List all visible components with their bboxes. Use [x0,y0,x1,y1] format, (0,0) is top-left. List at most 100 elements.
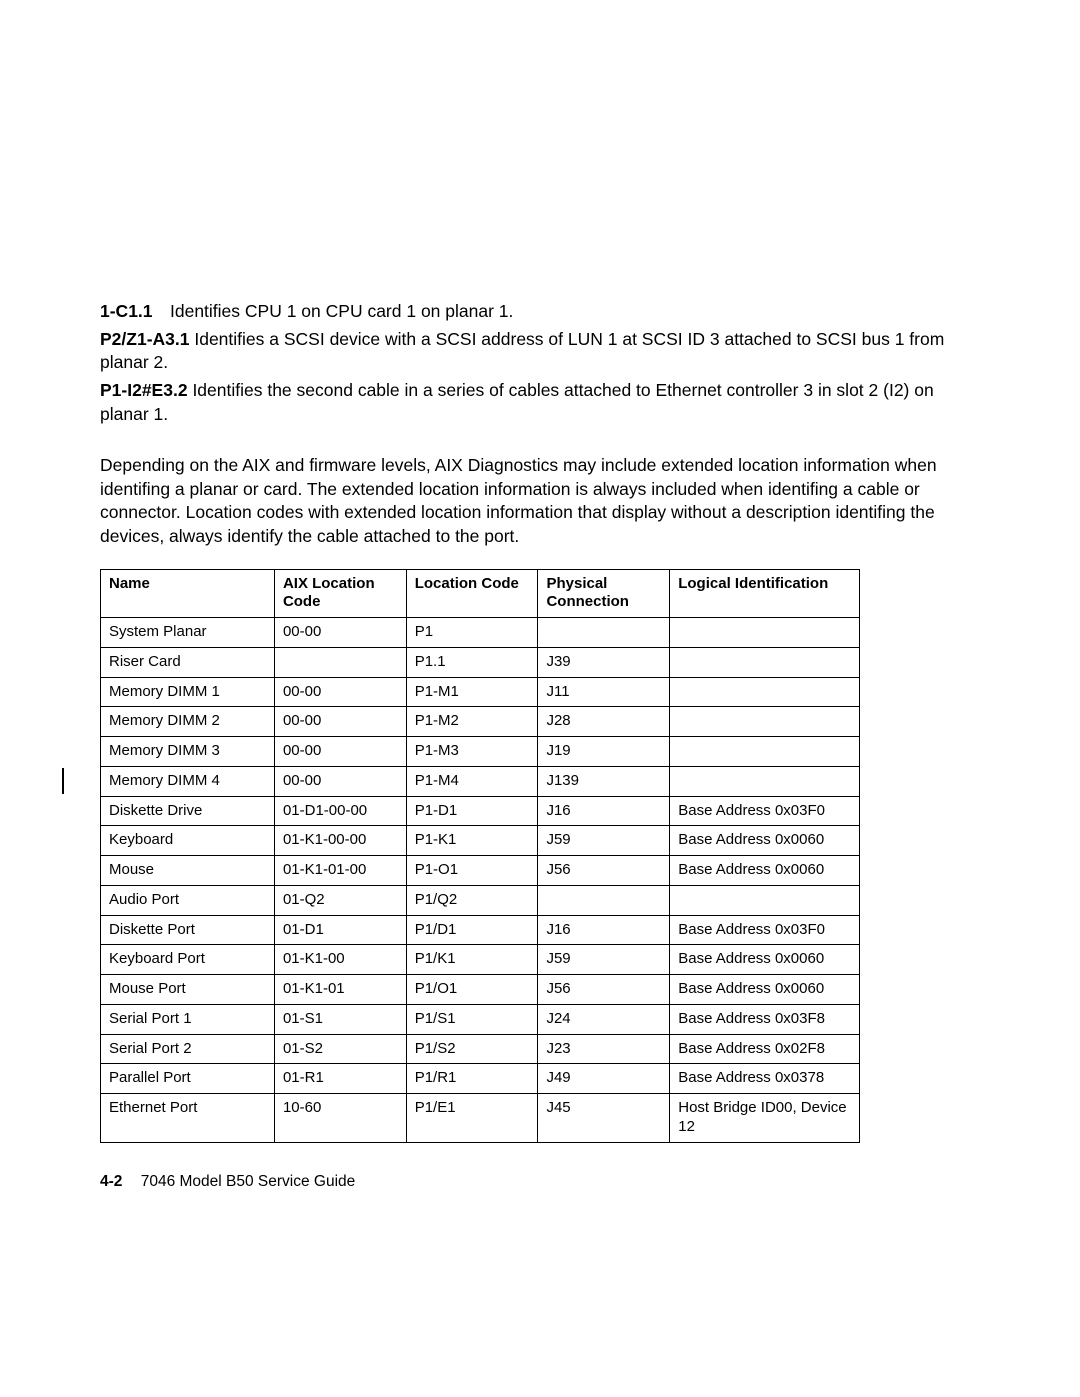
table-row: Memory DIMM 200-00P1-M2J28 [101,707,860,737]
table-cell: 01-D1 [274,915,406,945]
table-header-row: Name AIX Location Code Location Code Phy… [101,569,860,618]
table-cell: Diskette Port [101,915,275,945]
table-cell: Keyboard [101,826,275,856]
table-row: Serial Port 201-S2P1/S2J23Base Address 0… [101,1034,860,1064]
table-cell: System Planar [101,618,275,648]
table-cell: Diskette Drive [101,796,275,826]
table-cell: Host Bridge ID00, Device 12 [670,1094,860,1143]
table-cell [670,707,860,737]
table-cell: Serial Port 2 [101,1034,275,1064]
table-row: Keyboard Port01-K1-00P1/K1J59Base Addres… [101,945,860,975]
table-cell: Base Address 0x0378 [670,1064,860,1094]
table-row: Mouse01-K1-01-00P1-O1J56Base Address 0x0… [101,856,860,886]
table-cell: 00-00 [274,707,406,737]
definition-item: 1-C1.1 Identifies CPU 1 on CPU card 1 on… [100,300,980,324]
table-cell: Base Address 0x03F0 [670,796,860,826]
definition-term: P1-I2#E3.2 [100,380,188,400]
table-cell: P1-M4 [406,766,538,796]
definition-term: P2/Z1-A3.1 [100,329,189,349]
table-cell: Mouse Port [101,975,275,1005]
table-cell [670,677,860,707]
table-cell: P1-M2 [406,707,538,737]
table-cell: P1-D1 [406,796,538,826]
table-row: Keyboard01-K1-00-00P1-K1J59Base Address … [101,826,860,856]
table-row: Memory DIMM 400-00P1-M4J139 [101,766,860,796]
table-cell: J59 [538,826,670,856]
table-cell: P1-M1 [406,677,538,707]
table-cell: 01-K1-01-00 [274,856,406,886]
col-phys: Physical Connection [538,569,670,618]
page-footer: 4-2 7046 Model B50 Service Guide [100,1173,980,1191]
table-cell: 01-Q2 [274,885,406,915]
table-cell [274,647,406,677]
definition-item: P2/Z1-A3.1 Identifies a SCSI device with… [100,328,980,375]
table-cell: J16 [538,915,670,945]
table-row: Ethernet Port10-60P1/E1J45Host Bridge ID… [101,1094,860,1143]
table-cell: P1/K1 [406,945,538,975]
col-loc-code: Location Code [406,569,538,618]
table-cell: Riser Card [101,647,275,677]
definition-item: P1-I2#E3.2 Identifies the second cable i… [100,379,980,426]
table-cell: Base Address 0x03F8 [670,1004,860,1034]
table-cell: Base Address 0x0060 [670,975,860,1005]
table-cell: P1.1 [406,647,538,677]
table-cell: P1 [406,618,538,648]
table-cell: Memory DIMM 4 [101,766,275,796]
definition-text: Identifies the second cable in a series … [100,380,934,424]
table-cell: Keyboard Port [101,945,275,975]
table-cell: Serial Port 1 [101,1004,275,1034]
table-row: Serial Port 101-S1P1/S1J24Base Address 0… [101,1004,860,1034]
table-cell: J59 [538,945,670,975]
table-cell: J19 [538,737,670,767]
table-cell: 00-00 [274,677,406,707]
table-cell: J139 [538,766,670,796]
table-cell: 00-00 [274,737,406,767]
table-cell [670,737,860,767]
table-cell: Memory DIMM 1 [101,677,275,707]
location-table-wrap: Name AIX Location Code Location Code Phy… [100,569,980,1143]
table-cell [670,647,860,677]
table-cell: Memory DIMM 3 [101,737,275,767]
table-cell: 00-00 [274,766,406,796]
table-cell: 01-S2 [274,1034,406,1064]
table-cell: J28 [538,707,670,737]
page-number: 4-2 [100,1173,122,1190]
table-cell: 10-60 [274,1094,406,1143]
table-cell: P1/R1 [406,1064,538,1094]
table-cell: Mouse [101,856,275,886]
definition-body: P1-I2#E3.2 Identifies the second cable i… [100,379,980,426]
table-cell: P1/S1 [406,1004,538,1034]
table-row: Memory DIMM 100-00P1-M1J11 [101,677,860,707]
table-cell: Base Address 0x0060 [670,826,860,856]
table-cell: Parallel Port [101,1064,275,1094]
table-cell [670,885,860,915]
table-cell [670,618,860,648]
table-cell: 01-K1-00 [274,945,406,975]
table-cell: P1/E1 [406,1094,538,1143]
table-cell: Memory DIMM 2 [101,707,275,737]
revision-bar [62,768,64,794]
table-cell: P1-K1 [406,826,538,856]
table-cell: J56 [538,856,670,886]
table-cell: Base Address 0x0060 [670,856,860,886]
table-cell: J45 [538,1094,670,1143]
table-row: Diskette Port01-D1P1/D1J16Base Address 0… [101,915,860,945]
table-cell: 01-K1-01 [274,975,406,1005]
col-name: Name [101,569,275,618]
table-cell: J16 [538,796,670,826]
table-cell: Base Address 0x02F8 [670,1034,860,1064]
table-cell [670,766,860,796]
col-aix-loc: AIX Location Code [274,569,406,618]
table-cell: P1-O1 [406,856,538,886]
table-cell: 00-00 [274,618,406,648]
table-row: System Planar00-00P1 [101,618,860,648]
table-row: Diskette Drive01-D1-00-00P1-D1J16Base Ad… [101,796,860,826]
table-cell: Ethernet Port [101,1094,275,1143]
footer-title: 7046 Model B50 Service Guide [141,1173,356,1190]
table-cell: J49 [538,1064,670,1094]
table-cell: P1/Q2 [406,885,538,915]
definition-term: 1-C1.1 [100,300,170,324]
col-logical: Logical Identification [670,569,860,618]
table-row: Memory DIMM 300-00P1-M3J19 [101,737,860,767]
table-cell [538,885,670,915]
